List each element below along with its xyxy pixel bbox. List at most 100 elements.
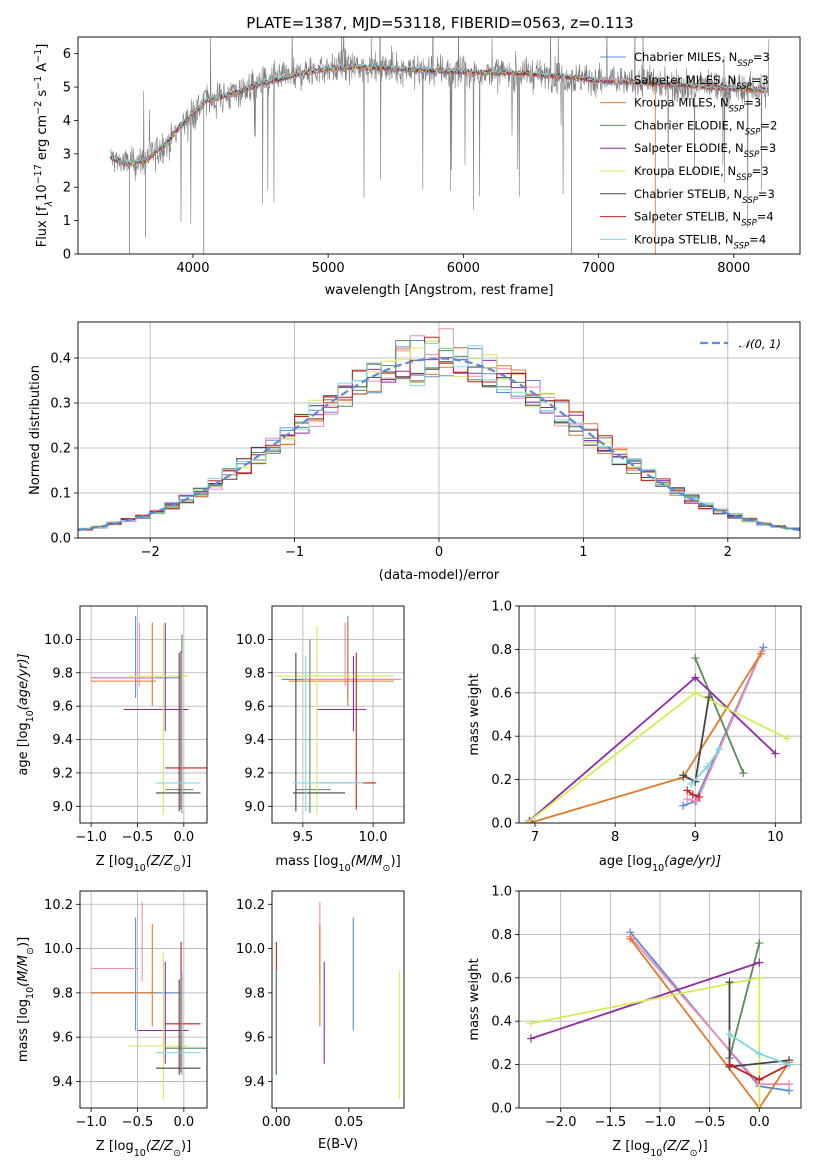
x-axis-label-part: 10	[134, 863, 146, 874]
massweight-vs-metallicity-panel: −2.0 −1.5 −1.0 −0.5 0.0 0.0 0.2 0.4 0.6 0.8 1.0 mas…	[467, 885, 802, 1159]
plot-area	[78, 328, 800, 532]
errorbar-point-yellow	[128, 953, 189, 1100]
y-tick-label: 0	[63, 248, 71, 263]
axes-frame	[79, 890, 208, 1109]
errorbar-point-black	[156, 979, 201, 1075]
x-tick-label: −1.0	[75, 1115, 107, 1130]
legend-nssp-eq: =	[744, 96, 754, 110]
plus-marker	[755, 1075, 764, 1084]
legend-nssp-prefix: , N	[720, 164, 736, 178]
y-axis-label-part: −1	[33, 49, 44, 63]
axes-frame	[518, 605, 802, 824]
y-axis-label: Normed distribution	[28, 365, 43, 495]
y-tick-label: 9.6	[244, 700, 265, 715]
x-axis-label: wavelength [Angstrom, rest frame]	[325, 283, 554, 298]
x-tick-label: 5000	[312, 261, 345, 276]
y-axis-label-part: 10	[25, 710, 36, 722]
mass-vs-metallicity-panel: −1.0 −0.5 0.09.49.69.810.010.2Z [log10(Z/Z…	[16, 890, 208, 1159]
x-axis-label-part: (Z/Z	[146, 854, 174, 869]
y-axis-label-part: s	[35, 90, 50, 101]
x-tick-label: −0.5	[694, 1115, 726, 1130]
legend-nssp-eq: =	[752, 164, 762, 178]
residual-histogram-panel: −2 −1 0 1 2 0.0 0.1 0.2 0.3 0.4 (data-model)/error…	[28, 321, 801, 583]
y-tick-label: 0.8	[491, 643, 512, 658]
legend-nssp-sub: SSP	[741, 219, 757, 229]
legend-nssp-prefix: , N	[729, 118, 745, 132]
x-axis-label-part: ⊙	[690, 1148, 698, 1159]
y-axis-label: mass [log10(M/M⊙)]	[16, 937, 36, 1062]
legend-series-name: Chabrier STELIB	[634, 187, 726, 201]
axes-frame	[79, 605, 208, 824]
legend-entry: Kroupa ELODIE, NSSP=3	[634, 164, 769, 183]
y-tick-label: 0.8	[491, 928, 512, 943]
y-tick-label: 4	[63, 114, 71, 129]
y-tick-label: 0.1	[50, 487, 71, 502]
x-tick-label: 0.0	[749, 1115, 770, 1130]
legend-series-name: Chabrier ELODIE	[634, 118, 729, 132]
age-vs-mass-panel: 9.5 10.0 9.0 9.2 9.4 9.6 9.8 10.0 mass [log10(M/…	[236, 605, 405, 874]
y-tick-label: 0.0	[491, 1102, 512, 1117]
mass-vs-ebv-panel: 0.00 0.05 9.4 9.6 9.8 10.0 10.2 E(B-V)	[236, 890, 405, 1152]
mass-weight-line-pink	[683, 647, 766, 806]
y-tick-label: 9.8	[244, 666, 265, 681]
plus-marker	[523, 819, 532, 823]
y-axis-label-part: ⊙	[25, 947, 36, 955]
errorbar-point-cyan	[156, 652, 201, 812]
x-axis-label-part: )]	[698, 1139, 708, 1154]
plus-marker	[526, 1019, 535, 1028]
y-tick-label: 1.0	[491, 600, 512, 615]
legend-normal-label: 𝒩(0, 1)	[739, 337, 781, 351]
x-axis-label-part: age [log	[599, 854, 652, 869]
y-tick-label: 2	[63, 181, 71, 196]
errorbar-point-orange	[288, 622, 395, 707]
plot-area	[274, 616, 402, 815]
plus-marker	[704, 693, 713, 702]
plus-marker	[783, 734, 792, 743]
plus-marker	[715, 745, 724, 754]
plus-marker	[755, 958, 764, 967]
legend-nssp-prefix: , N	[718, 232, 734, 246]
x-tick-label: −1	[285, 545, 304, 560]
x-tick-label: 10	[767, 830, 784, 845]
x-axis-label-part: (age/yr)]	[664, 854, 721, 869]
plus-marker	[691, 654, 700, 663]
legend-nssp-eq: =	[752, 73, 762, 87]
legend-nssp-value: 2	[770, 118, 777, 132]
legend-nssp-value: 3	[768, 187, 775, 201]
y-tick-label: 9.8	[244, 986, 265, 1001]
mass-weight-line-green	[691, 654, 748, 778]
plus-marker	[679, 801, 688, 810]
x-tick-label: 7	[531, 830, 539, 845]
x-tick-label: 0.0	[173, 830, 194, 845]
y-tick-label: 10.2	[236, 898, 265, 913]
legend-nssp-sub: SSP	[737, 59, 753, 69]
y-tick-label: 1.0	[491, 885, 512, 900]
plus-marker	[725, 978, 734, 987]
x-axis-label-part: (Z/Z	[662, 1139, 690, 1154]
series-line	[530, 976, 761, 1108]
legend-nssp-eq: =	[760, 118, 770, 132]
x-tick-label: 6000	[447, 261, 480, 276]
legend-entry: Salpeter ELODIE, NSSP=3	[634, 141, 776, 160]
plus-marker	[626, 934, 635, 943]
y-tick-label: 9.0	[244, 800, 265, 815]
legend-nssp-eq: =	[753, 50, 763, 64]
legend-nssp-value: 4	[759, 232, 766, 246]
figure-title: PLATE=1387, MJD=53118, FIBERID=0563, z=0…	[246, 14, 633, 32]
errorbar-point-red	[165, 941, 201, 1073]
y-tick-label: 10.0	[236, 633, 265, 648]
y-axis-label-part: (M/M	[16, 955, 31, 987]
plus-marker	[725, 1060, 734, 1069]
y-tick-label: 0.4	[491, 730, 512, 745]
legend-nssp-sub: SSP	[745, 127, 761, 137]
plus-marker	[771, 749, 780, 758]
x-tick-label: 1	[579, 545, 587, 560]
x-axis-label-part: ⊙	[383, 863, 391, 874]
y-axis-label-part: ]	[35, 44, 50, 49]
legend-series-name: Salpeter STELIB	[634, 210, 725, 224]
errorbar-point-black	[156, 652, 201, 812]
histogram-kroupa-miles	[78, 347, 800, 530]
x-axis-label-part: )]	[391, 854, 401, 869]
